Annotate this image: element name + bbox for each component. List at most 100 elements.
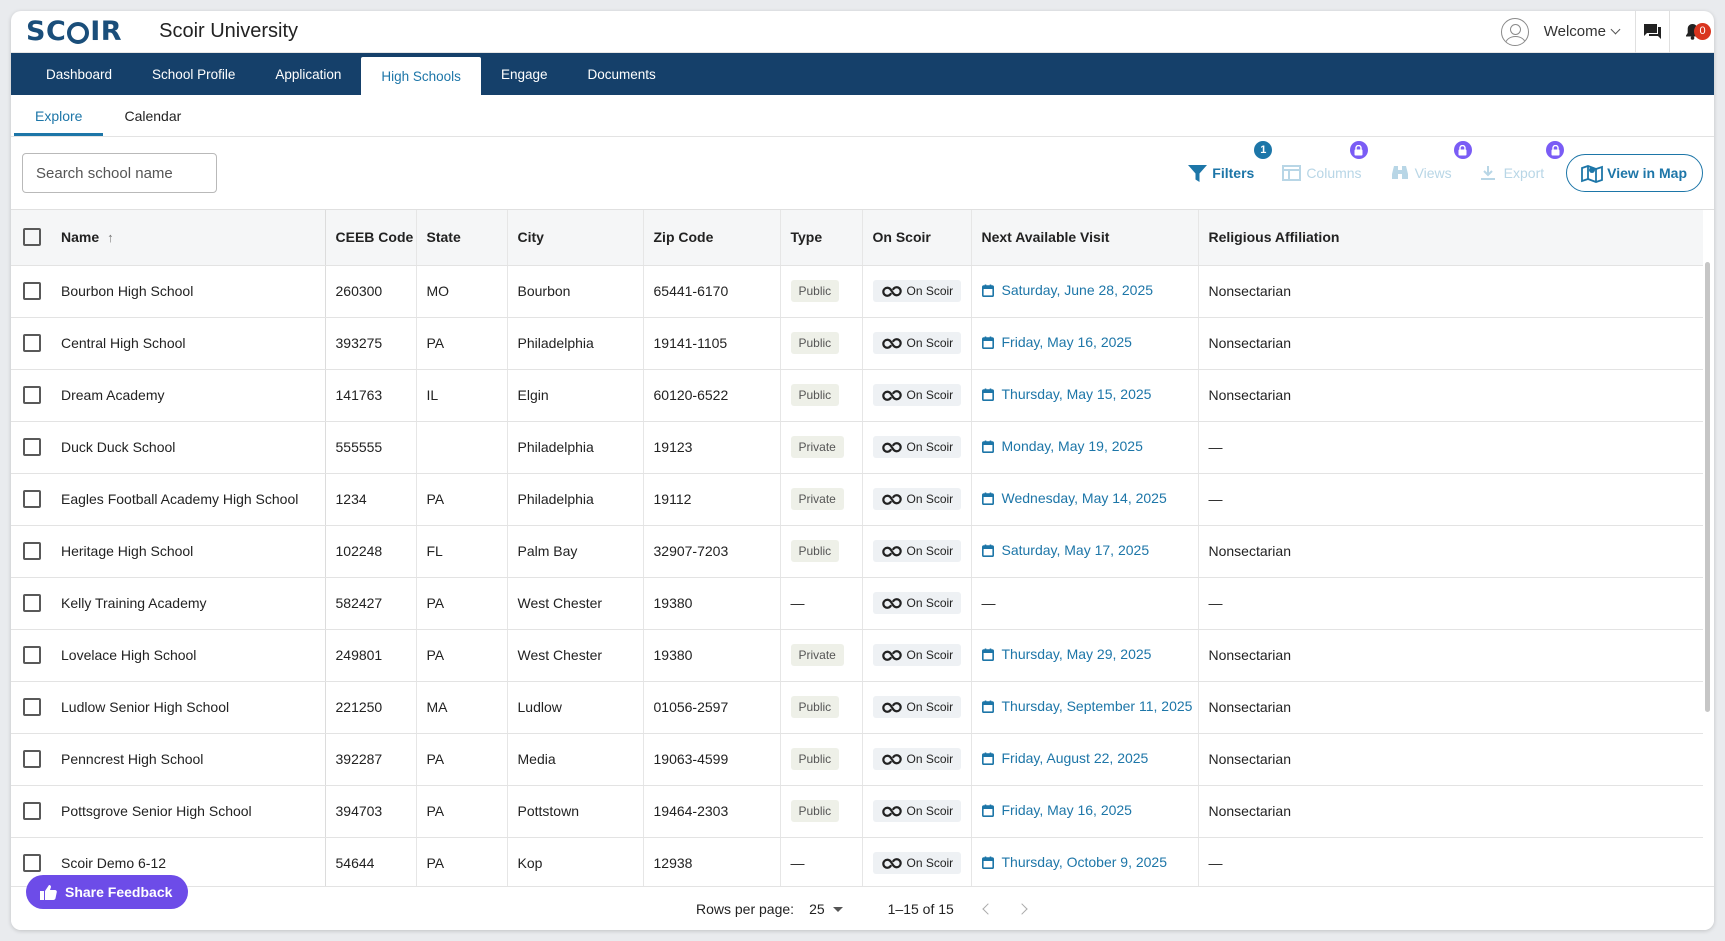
next-visit-link[interactable]: Thursday, May 29, 2025: [981, 646, 1151, 662]
row-checkbox[interactable]: [23, 698, 41, 717]
next-page-icon[interactable]: [1016, 903, 1028, 915]
header-on-scoir[interactable]: On Scoir: [862, 210, 972, 266]
table-row[interactable]: Ludlow Senior High School 221250 MA Ludlow 0…: [11, 681, 1703, 734]
row-checkbox[interactable]: [23, 542, 41, 561]
tab-calendar[interactable]: Calendar: [124, 107, 182, 124]
row-checkbox[interactable]: [23, 594, 41, 613]
nav-documents[interactable]: Documents: [587, 66, 656, 82]
school-name-cell[interactable]: Dream Academy: [55, 369, 326, 422]
header-city[interactable]: City: [507, 210, 644, 266]
school-name-cell[interactable]: Eagles Football Academy High School: [55, 473, 326, 526]
search-input[interactable]: [22, 153, 217, 193]
nav-dashboard[interactable]: Dashboard: [46, 66, 113, 82]
scoir-logo[interactable]: SC IR: [26, 16, 122, 47]
next-visit-link[interactable]: Friday, August 22, 2025: [981, 750, 1148, 766]
next-visit-link[interactable]: Saturday, May 17, 2025: [981, 542, 1149, 558]
select-all-checkbox[interactable]: [23, 228, 41, 247]
welcome-menu[interactable]: Welcome: [1543, 23, 1606, 40]
school-name-cell[interactable]: Ludlow Senior High School: [55, 681, 326, 734]
school-name-cell[interactable]: Penncrest High School: [55, 733, 326, 786]
school-name-cell[interactable]: Central High School: [55, 317, 326, 370]
row-checkbox[interactable]: [23, 750, 41, 769]
type-badge: Public: [790, 696, 840, 718]
row-checkbox[interactable]: [23, 282, 41, 301]
table-row[interactable]: Pottsgrove Senior High School 394703 PA Pot…: [11, 785, 1703, 838]
type-cell: Public: [780, 317, 863, 370]
next-visit-link[interactable]: Thursday, October 9, 2025: [981, 854, 1167, 870]
school-name-cell[interactable]: Heritage High School: [55, 525, 326, 578]
share-feedback-button[interactable]: Share Feedback: [26, 875, 189, 909]
row-select-cell: [11, 629, 55, 682]
next-visit-link[interactable]: Monday, May 19, 2025: [981, 438, 1143, 455]
type-empty: —: [790, 855, 805, 871]
table-row[interactable]: Penncrest High School 392287 PA Media 19063-…: [11, 733, 1703, 786]
next-visit-link[interactable]: Thursday, September 11, 2025: [981, 698, 1192, 714]
table-row[interactable]: Lovelace High School 249801 PA West Chester…: [11, 629, 1703, 682]
next-visit-link[interactable]: Wednesday, May 14, 2025: [981, 490, 1167, 506]
table-body: Bourbon High School 260300 MO Bourbon 65441-…: [11, 265, 1703, 886]
table-row[interactable]: Scoir Demo 6-12 54644 PA Kop 12938— On Scoir T…: [11, 837, 1703, 886]
filters-label: Filters: [1212, 165, 1255, 181]
table-row[interactable]: Duck Duck School 555555 Philadelphia 19123 P…: [11, 421, 1703, 474]
school-name-cell[interactable]: Duck Duck School: [55, 421, 326, 474]
calendar-icon: [981, 856, 994, 869]
table-row[interactable]: Dream Academy 141763 IL Elgin 60120-6522 Publ…: [11, 369, 1703, 422]
header-ceeb[interactable]: CEEB Code: [325, 210, 417, 266]
user-avatar-icon[interactable]: [1500, 17, 1529, 46]
next-visit-date: Saturday, June 28, 2025: [1001, 282, 1154, 299]
messages-button[interactable]: [1636, 11, 1669, 53]
next-visit-link[interactable]: Friday, May 16, 2025: [981, 802, 1132, 818]
next-visit-link[interactable]: Thursday, May 15, 2025: [981, 386, 1151, 402]
nav-application[interactable]: Application: [275, 66, 342, 82]
row-checkbox[interactable]: [23, 334, 41, 353]
link-icon: [881, 857, 902, 869]
row-checkbox[interactable]: [23, 386, 41, 405]
type-badge: Public: [790, 280, 840, 302]
city-cell: Philadelphia: [507, 317, 644, 370]
school-name-cell[interactable]: Bourbon High School: [55, 265, 326, 318]
view-in-map-button[interactable]: View in Map: [1566, 154, 1703, 192]
next-visit-link[interactable]: Friday, May 16, 2025: [981, 334, 1132, 350]
table-row[interactable]: Kelly Training Academy 582427 PA West Chest…: [11, 577, 1703, 630]
tab-explore[interactable]: Explore: [14, 95, 104, 136]
nav-school-profile[interactable]: School Profile: [152, 66, 236, 82]
table-row[interactable]: Central High School 393275 PA Philadelphia 1…: [11, 317, 1703, 370]
previous-page-icon[interactable]: [982, 903, 994, 915]
filters-button[interactable]: Filters 1: [1188, 141, 1273, 192]
nav-engage[interactable]: Engage: [500, 66, 548, 82]
table-row[interactable]: Heritage High School 102248 FL Palm Bay 3290…: [11, 525, 1703, 578]
header-name[interactable]: Name ↑: [55, 210, 326, 266]
nav-high-schools[interactable]: High Schools: [361, 57, 481, 95]
chevron-down-icon[interactable]: [1610, 24, 1621, 35]
table-scrollbar[interactable]: [1705, 262, 1710, 712]
row-checkbox[interactable]: [23, 490, 41, 509]
header-zip[interactable]: Zip Code: [643, 210, 781, 266]
columns-button[interactable]: Columns: [1282, 141, 1368, 192]
row-checkbox[interactable]: [23, 854, 41, 873]
header-next-visit[interactable]: Next Available Visit: [971, 210, 1199, 266]
header-religion[interactable]: Religious Affiliation: [1198, 210, 1703, 266]
row-select-cell: [11, 681, 55, 734]
row-checkbox[interactable]: [23, 802, 41, 821]
views-button[interactable]: Views: [1390, 141, 1472, 192]
table-row[interactable]: Bourbon High School 260300 MO Bourbon 65441-…: [11, 265, 1703, 318]
header-type[interactable]: Type: [780, 210, 863, 266]
export-button[interactable]: Export: [1480, 141, 1565, 192]
table-row[interactable]: Eagles Football Academy High School 1234 P…: [11, 473, 1703, 526]
school-name-cell[interactable]: Kelly Training Academy: [55, 577, 326, 630]
filters-count-badge: 1: [1254, 141, 1273, 159]
state-cell: PA: [416, 317, 508, 370]
sort-ascending-icon[interactable]: ↑: [107, 230, 114, 246]
next-visit-date: Monday, May 19, 2025: [1001, 438, 1143, 455]
rows-per-page-select[interactable]: 25: [809, 901, 843, 917]
religion-cell: —: [1198, 837, 1703, 886]
school-name-cell[interactable]: Lovelace High School: [55, 629, 326, 682]
row-checkbox[interactable]: [23, 646, 41, 665]
zip-cell: 32907-7203: [643, 525, 781, 578]
on-scoir-badge: On Scoir: [872, 436, 962, 458]
header-state[interactable]: State: [416, 210, 508, 266]
school-name-cell[interactable]: Pottsgrove Senior High School: [55, 785, 326, 838]
row-checkbox[interactable]: [23, 438, 41, 457]
next-visit-link[interactable]: Saturday, June 28, 2025: [981, 282, 1154, 299]
notifications-button[interactable]: 0: [1670, 11, 1714, 53]
